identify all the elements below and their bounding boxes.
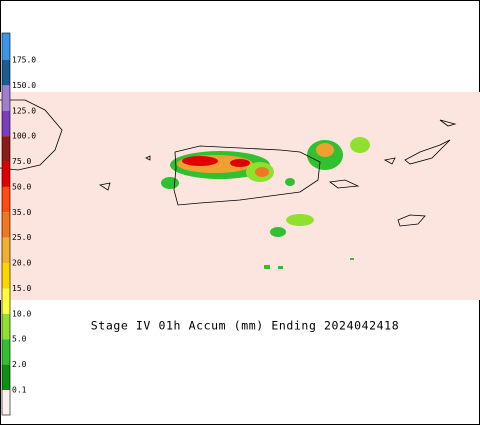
legend-label: 100.0: [12, 132, 36, 141]
legend-swatch: [2, 364, 10, 390]
color-legend: 175.0 150.0 125.0 100.0 75.0 50.0 35.0 25.0 20.0…: [1, 32, 36, 416]
domain-area: [0, 92, 480, 300]
legend-swatch: [2, 212, 10, 238]
legend-swatch: [2, 339, 10, 365]
legend-label: 15.0: [12, 284, 31, 293]
legend-swatch: [2, 60, 10, 86]
legend-label: 0.1: [12, 386, 27, 395]
legend-swatch: [2, 263, 10, 289]
legend-label: 10.0: [12, 309, 31, 318]
legend-label: 125.0: [12, 106, 36, 115]
legend-label: 75.0: [12, 157, 31, 166]
legend-label: 20.0: [12, 259, 31, 268]
coastlines: [0, 99, 457, 227]
legend-label: 25.0: [12, 233, 31, 242]
legend-label: 175.0: [12, 56, 36, 65]
legend-swatch: [2, 136, 10, 162]
legend-swatch: [2, 288, 10, 314]
legend-label: 2.0: [12, 360, 27, 369]
legend-swatch: [2, 313, 10, 340]
legend-swatch: [2, 186, 10, 213]
legend-label: 50.0: [12, 182, 31, 191]
legend-swatch: [2, 33, 10, 60]
legend-label: 35.0: [12, 208, 31, 217]
legend-swatch: [2, 110, 10, 137]
precip-areas: [161, 137, 370, 269]
legend-swatch: [2, 85, 10, 111]
legend-border: [1, 32, 11, 416]
legend-swatch: [2, 237, 10, 264]
legend-label: 5.0: [12, 335, 27, 344]
legend-label: 150.0: [12, 81, 36, 90]
legend-swatch: [2, 390, 10, 415]
legend-swatch: [2, 161, 10, 187]
map-title: Stage IV 01h Accum (mm) Ending 202404241…: [91, 319, 399, 333]
